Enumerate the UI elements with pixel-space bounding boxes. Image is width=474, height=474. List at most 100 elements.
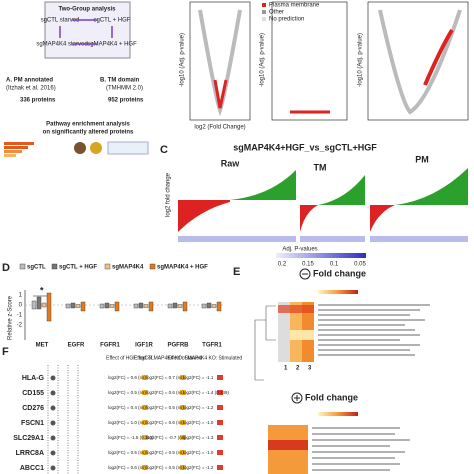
box (182, 301, 188, 312)
indicator (180, 405, 186, 410)
enrichment-bars (4, 141, 149, 157)
dot (50, 420, 56, 426)
legend-entry: sgMAP4K4 + HGF (157, 265, 208, 271)
x-tick-label: EGFR (68, 343, 85, 349)
volcano-plots (189, 1, 469, 121)
box (31, 300, 37, 310)
indicator (217, 405, 223, 410)
x-tick-label: PGFRB (168, 343, 190, 349)
box (65, 303, 71, 309)
panel-letter: F (2, 346, 9, 358)
x-tick-label: MET (36, 343, 49, 349)
pathway-list (312, 427, 410, 471)
legend-swatch (149, 263, 156, 270)
column-label: 3 (308, 366, 312, 372)
indicator (217, 435, 223, 440)
legend-entry: sgMAP4K4 (112, 265, 144, 271)
column-label: 2 (296, 366, 300, 372)
cell: log2(FC) = 0.6 (ns) (108, 465, 146, 470)
indicator (217, 375, 223, 380)
box (148, 301, 154, 312)
cell: log2(FC) = -1.2 (183, 465, 214, 470)
pathway: Pathway enrichment analysis (46, 122, 130, 128)
y-tick-label: -1 (17, 313, 23, 319)
indicator (180, 420, 186, 425)
column-header: Effect of MAP4K4 KO: Stimulated (168, 355, 243, 361)
cell: log2(FC) = 0.5 (ns) (108, 390, 146, 395)
indicator (180, 375, 186, 380)
column-header: Effect of MAP4K4 KO: Starved (134, 355, 202, 361)
group: sgMAP4K4 starved (36, 42, 87, 48)
cell: log2(FC) = -1.0 (183, 420, 214, 425)
cell: log2(FC) = -1.4 (0.149) (183, 390, 229, 395)
x-tick-label: FGFR1 (100, 343, 120, 349)
dot (50, 405, 56, 411)
y-label: -log10 (Adj. p-value) (358, 33, 364, 87)
panel-title: sgMAP4K4+HGF_vs_sgCTL+HGF (233, 142, 377, 152)
section-title: Fold change (305, 392, 358, 402)
box (177, 304, 183, 308)
dot (50, 465, 56, 471)
colorbar-tick: 0.2 (278, 262, 287, 268)
box (36, 296, 42, 310)
box (80, 301, 86, 312)
colorbar-tick: 0.05 (354, 262, 366, 268)
box (99, 303, 105, 309)
significance: * (40, 285, 44, 295)
cell: log2(FC) = 1.0 (ns) (108, 420, 146, 425)
indicator (180, 450, 186, 455)
y-tick-label: -2 (17, 323, 23, 329)
panel-letter: E (233, 266, 240, 278)
colorbar-tick: 0.1 (330, 262, 339, 268)
indicator (180, 435, 186, 440)
group: sgCTL starved (41, 18, 80, 24)
cell: log2(FC) = 0.6 (ns) (146, 420, 184, 425)
gene: HLA-G (22, 375, 45, 382)
tm-source: (TMHMM 2.0) (106, 86, 143, 92)
indicator (217, 420, 223, 425)
cell: log2(FC) = -0.7 (ns) (146, 435, 186, 440)
box (133, 303, 139, 309)
y-tick-label: 0 (19, 303, 23, 309)
box (70, 302, 76, 309)
plus-icon (294, 395, 300, 401)
box (41, 302, 47, 308)
heatmap (254, 302, 314, 381)
subpanel: Raw (221, 158, 241, 168)
cell: log2(FC) = 0.5 (ns) (146, 450, 184, 455)
indicator (142, 390, 148, 395)
box (75, 304, 81, 308)
legend-swatch (51, 263, 58, 270)
box (114, 301, 120, 312)
box (46, 292, 52, 322)
group: sgMAP4K4 + HGF (87, 42, 137, 48)
box (109, 304, 115, 308)
section-title: Fold change (313, 268, 366, 278)
indicator (180, 465, 186, 470)
cell: log2(FC) = 0.5 (ns) (146, 465, 184, 470)
box (201, 303, 207, 309)
column-label: 1 (284, 366, 288, 372)
y-tick-label: 1 (19, 293, 23, 299)
indicator (217, 390, 223, 395)
indicator (142, 375, 148, 380)
legend-entry: sgCTL (27, 265, 46, 271)
pm-source: (Itzhak et al. 2016) (6, 86, 56, 92)
arrows (59, 19, 113, 45)
box (211, 304, 217, 308)
box (206, 302, 212, 309)
box (167, 303, 173, 309)
legend-swatch (262, 10, 266, 14)
gene: CD155 (22, 390, 44, 397)
gene: FSCN1 (21, 420, 44, 427)
group-title: Two-Group analysis (59, 7, 117, 13)
indicator (217, 450, 223, 455)
indicator (142, 405, 148, 410)
panel-letter: C (160, 144, 168, 156)
x-tick-label: IGF1R (135, 343, 153, 349)
legend-swatch (19, 263, 26, 270)
column-header: Effect of HGF: sgCTL (106, 355, 154, 361)
colorbar (318, 412, 358, 416)
cell: log2(FC) = -1.0 (183, 450, 214, 455)
